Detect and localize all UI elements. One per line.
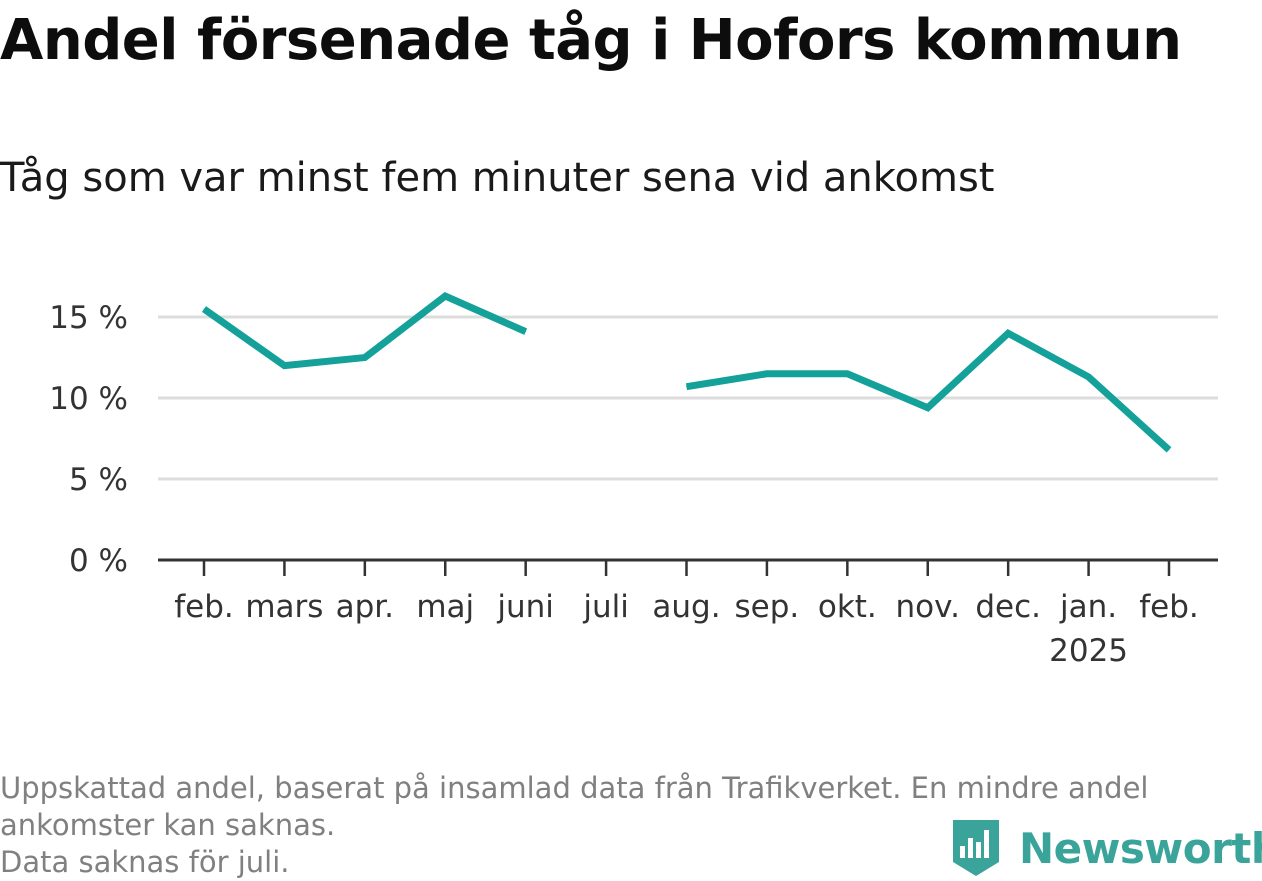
data-point	[203, 308, 205, 310]
data-point	[1088, 376, 1090, 378]
x-tick-sublabel: 2025	[1049, 633, 1128, 669]
x-axis	[158, 558, 1218, 576]
data-point	[525, 331, 527, 333]
x-axis-tick-labels: feb. mars apr. maj juni juli aug. sep. okt. nov. d…	[174, 589, 1199, 669]
newsworthy-bars-icon	[953, 820, 999, 876]
data-point	[1007, 332, 1009, 334]
footnote-line-3: Data saknas för juli.	[0, 845, 290, 879]
line-chart: 0 % 5 % 10 % 15 % feb. mars apr. maj juni juli au…	[49, 291, 1218, 669]
x-tick-label: apr.	[336, 589, 394, 625]
data-point	[444, 295, 446, 297]
x-tick-label: feb.	[174, 589, 234, 625]
data-point	[846, 373, 848, 375]
series-line-segment	[685, 328, 1172, 453]
chart-title: Andel försenade tåg i Hofors kommun	[0, 8, 1182, 73]
y-tick-label: 0 %	[69, 543, 128, 579]
x-tick-label: maj	[416, 589, 474, 625]
series-lines	[201, 291, 1172, 453]
footnote: Uppskattad andel, baserat på insamlad da…	[0, 770, 1262, 881]
x-tick-label: juli	[582, 589, 629, 625]
data-point	[686, 386, 687, 388]
y-tick-label: 15 %	[49, 300, 128, 336]
x-tick-label: juni	[496, 589, 554, 625]
x-tick-label: mars	[245, 589, 323, 625]
x-tick-label: okt.	[818, 589, 877, 625]
x-tick-label: jan.	[1059, 589, 1117, 625]
footnote-line-2: ankomster kan saknas.	[0, 808, 336, 842]
y-axis-tick-labels: 0 % 5 % 10 % 15 %	[49, 300, 128, 579]
chart-subtitle: Tåg som var minst fem minuter sena vid a…	[0, 155, 995, 201]
data-point	[364, 357, 366, 359]
x-tick-label: sep.	[735, 589, 800, 625]
y-tick-label: 5 %	[69, 462, 128, 498]
x-tick-label: aug.	[652, 589, 720, 625]
data-point	[283, 365, 285, 367]
data-point	[927, 407, 929, 409]
x-tick-label: nov.	[896, 589, 960, 625]
y-tick-label: 10 %	[49, 381, 128, 417]
data-point	[1168, 449, 1170, 451]
x-tick-label: feb.	[1139, 589, 1199, 625]
x-tick-label: dec.	[975, 589, 1041, 625]
data-point	[766, 373, 768, 375]
newsworthy-logo: Newsworthy	[951, 818, 1262, 878]
brand-name: Newsworthy	[1019, 823, 1262, 873]
footnote-line-1: Uppskattad andel, baserat på insamlad da…	[0, 771, 1149, 805]
series-line-segment	[201, 291, 528, 370]
grid-lines	[158, 315, 1218, 481]
